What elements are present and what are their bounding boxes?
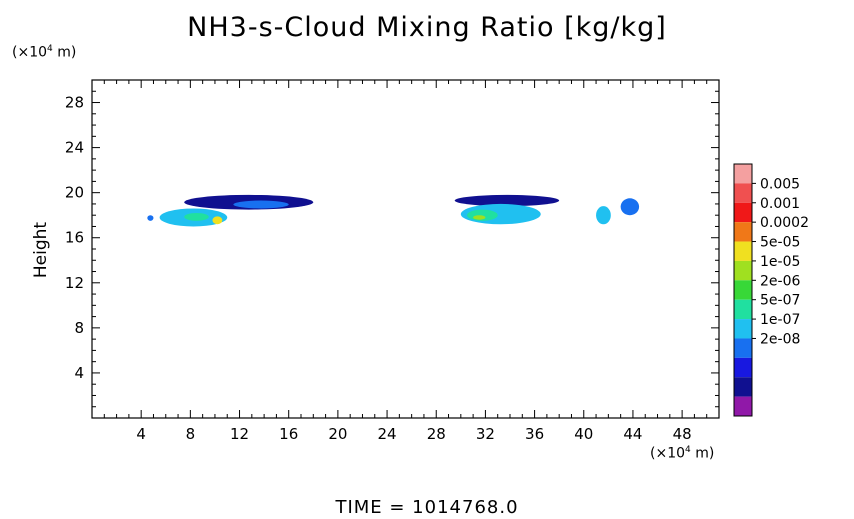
colorbar-label: 0.001 — [760, 196, 800, 212]
colorbar-label: 5e-05 — [760, 235, 800, 251]
colorbar-swatch — [734, 280, 752, 300]
cloud-region — [233, 200, 289, 209]
x-tick-label: 48 — [673, 425, 692, 443]
y-tick-label: 24 — [65, 139, 84, 157]
x-tick-label: 20 — [328, 425, 347, 443]
colorbar-swatch — [734, 396, 752, 416]
colorbar-swatch — [734, 357, 752, 378]
colorbar-swatch — [734, 319, 752, 339]
x-tick-label: 32 — [476, 425, 495, 443]
y-tick-label: 8 — [74, 319, 84, 337]
colorbar-label: 2e-08 — [760, 331, 800, 347]
y-axis-label: Height — [31, 222, 51, 279]
y-axis-ticks: 4 8 12 16 20 24 28 — [65, 90, 719, 408]
colorbar-swatch — [734, 241, 752, 261]
cloud-region — [454, 194, 560, 207]
x-tick-label: 44 — [623, 425, 642, 443]
colorbar-swatch — [734, 183, 752, 203]
colorbar-swatch — [734, 338, 752, 358]
colorbar-swatch — [734, 377, 752, 397]
x-tick-label: 12 — [230, 425, 249, 443]
colorbar-label: 1e-05 — [760, 254, 800, 270]
colorbar-label: 2e-06 — [760, 273, 800, 289]
colorbar-swatch — [734, 164, 752, 184]
x-tick-label: 36 — [525, 425, 544, 443]
colorbar-swatch — [734, 202, 752, 223]
plot-frame — [91, 79, 720, 419]
colorbar-border — [733, 163, 753, 417]
cloud-region — [184, 212, 209, 221]
cloud-region — [147, 215, 154, 221]
cloud-region — [473, 215, 486, 220]
colorbar: 0.005 0.001 0.0002 5e-05 1e-05 2e-06 5e-07 1e-0… — [733, 163, 809, 417]
colorbar-swatch — [734, 222, 752, 242]
x-axis-ticks: 4 8 12 16 20 24 28 32 36 40 44 48 — [103, 80, 708, 443]
x-tick-label: 28 — [427, 425, 446, 443]
colorbar-label: 5e-07 — [760, 293, 800, 309]
cloud-regions — [147, 194, 640, 227]
colorbar-label: 0.005 — [760, 176, 800, 192]
y-axis-unit: (×104 m) — [12, 44, 77, 61]
x-tick-label: 24 — [378, 425, 397, 443]
colorbar-label: 1e-07 — [760, 312, 800, 328]
x-axis-unit: (×104 m) — [650, 445, 715, 462]
y-tick-label: 12 — [65, 274, 84, 292]
y-tick-label: 4 — [74, 364, 84, 382]
plot-border — [91, 79, 720, 419]
x-tick-label: 4 — [136, 425, 146, 443]
colorbar-swatch — [734, 299, 752, 320]
time-label: TIME = 1014768.0 — [335, 497, 519, 518]
cloud-region — [596, 206, 611, 225]
y-tick-label: 20 — [65, 184, 84, 202]
cloud-region — [212, 216, 223, 225]
y-tick-label: 28 — [65, 94, 84, 112]
cloud-region — [620, 198, 640, 216]
x-tick-label: 16 — [279, 425, 298, 443]
x-tick-label: 40 — [574, 425, 593, 443]
colorbar-swatch — [734, 260, 752, 281]
colorbar-label: 0.0002 — [760, 215, 809, 231]
x-tick-label: 8 — [186, 425, 196, 443]
y-tick-label: 16 — [65, 229, 84, 247]
chart-title: NH3-s-Cloud Mixing Ratio [kg/kg] — [187, 12, 667, 43]
